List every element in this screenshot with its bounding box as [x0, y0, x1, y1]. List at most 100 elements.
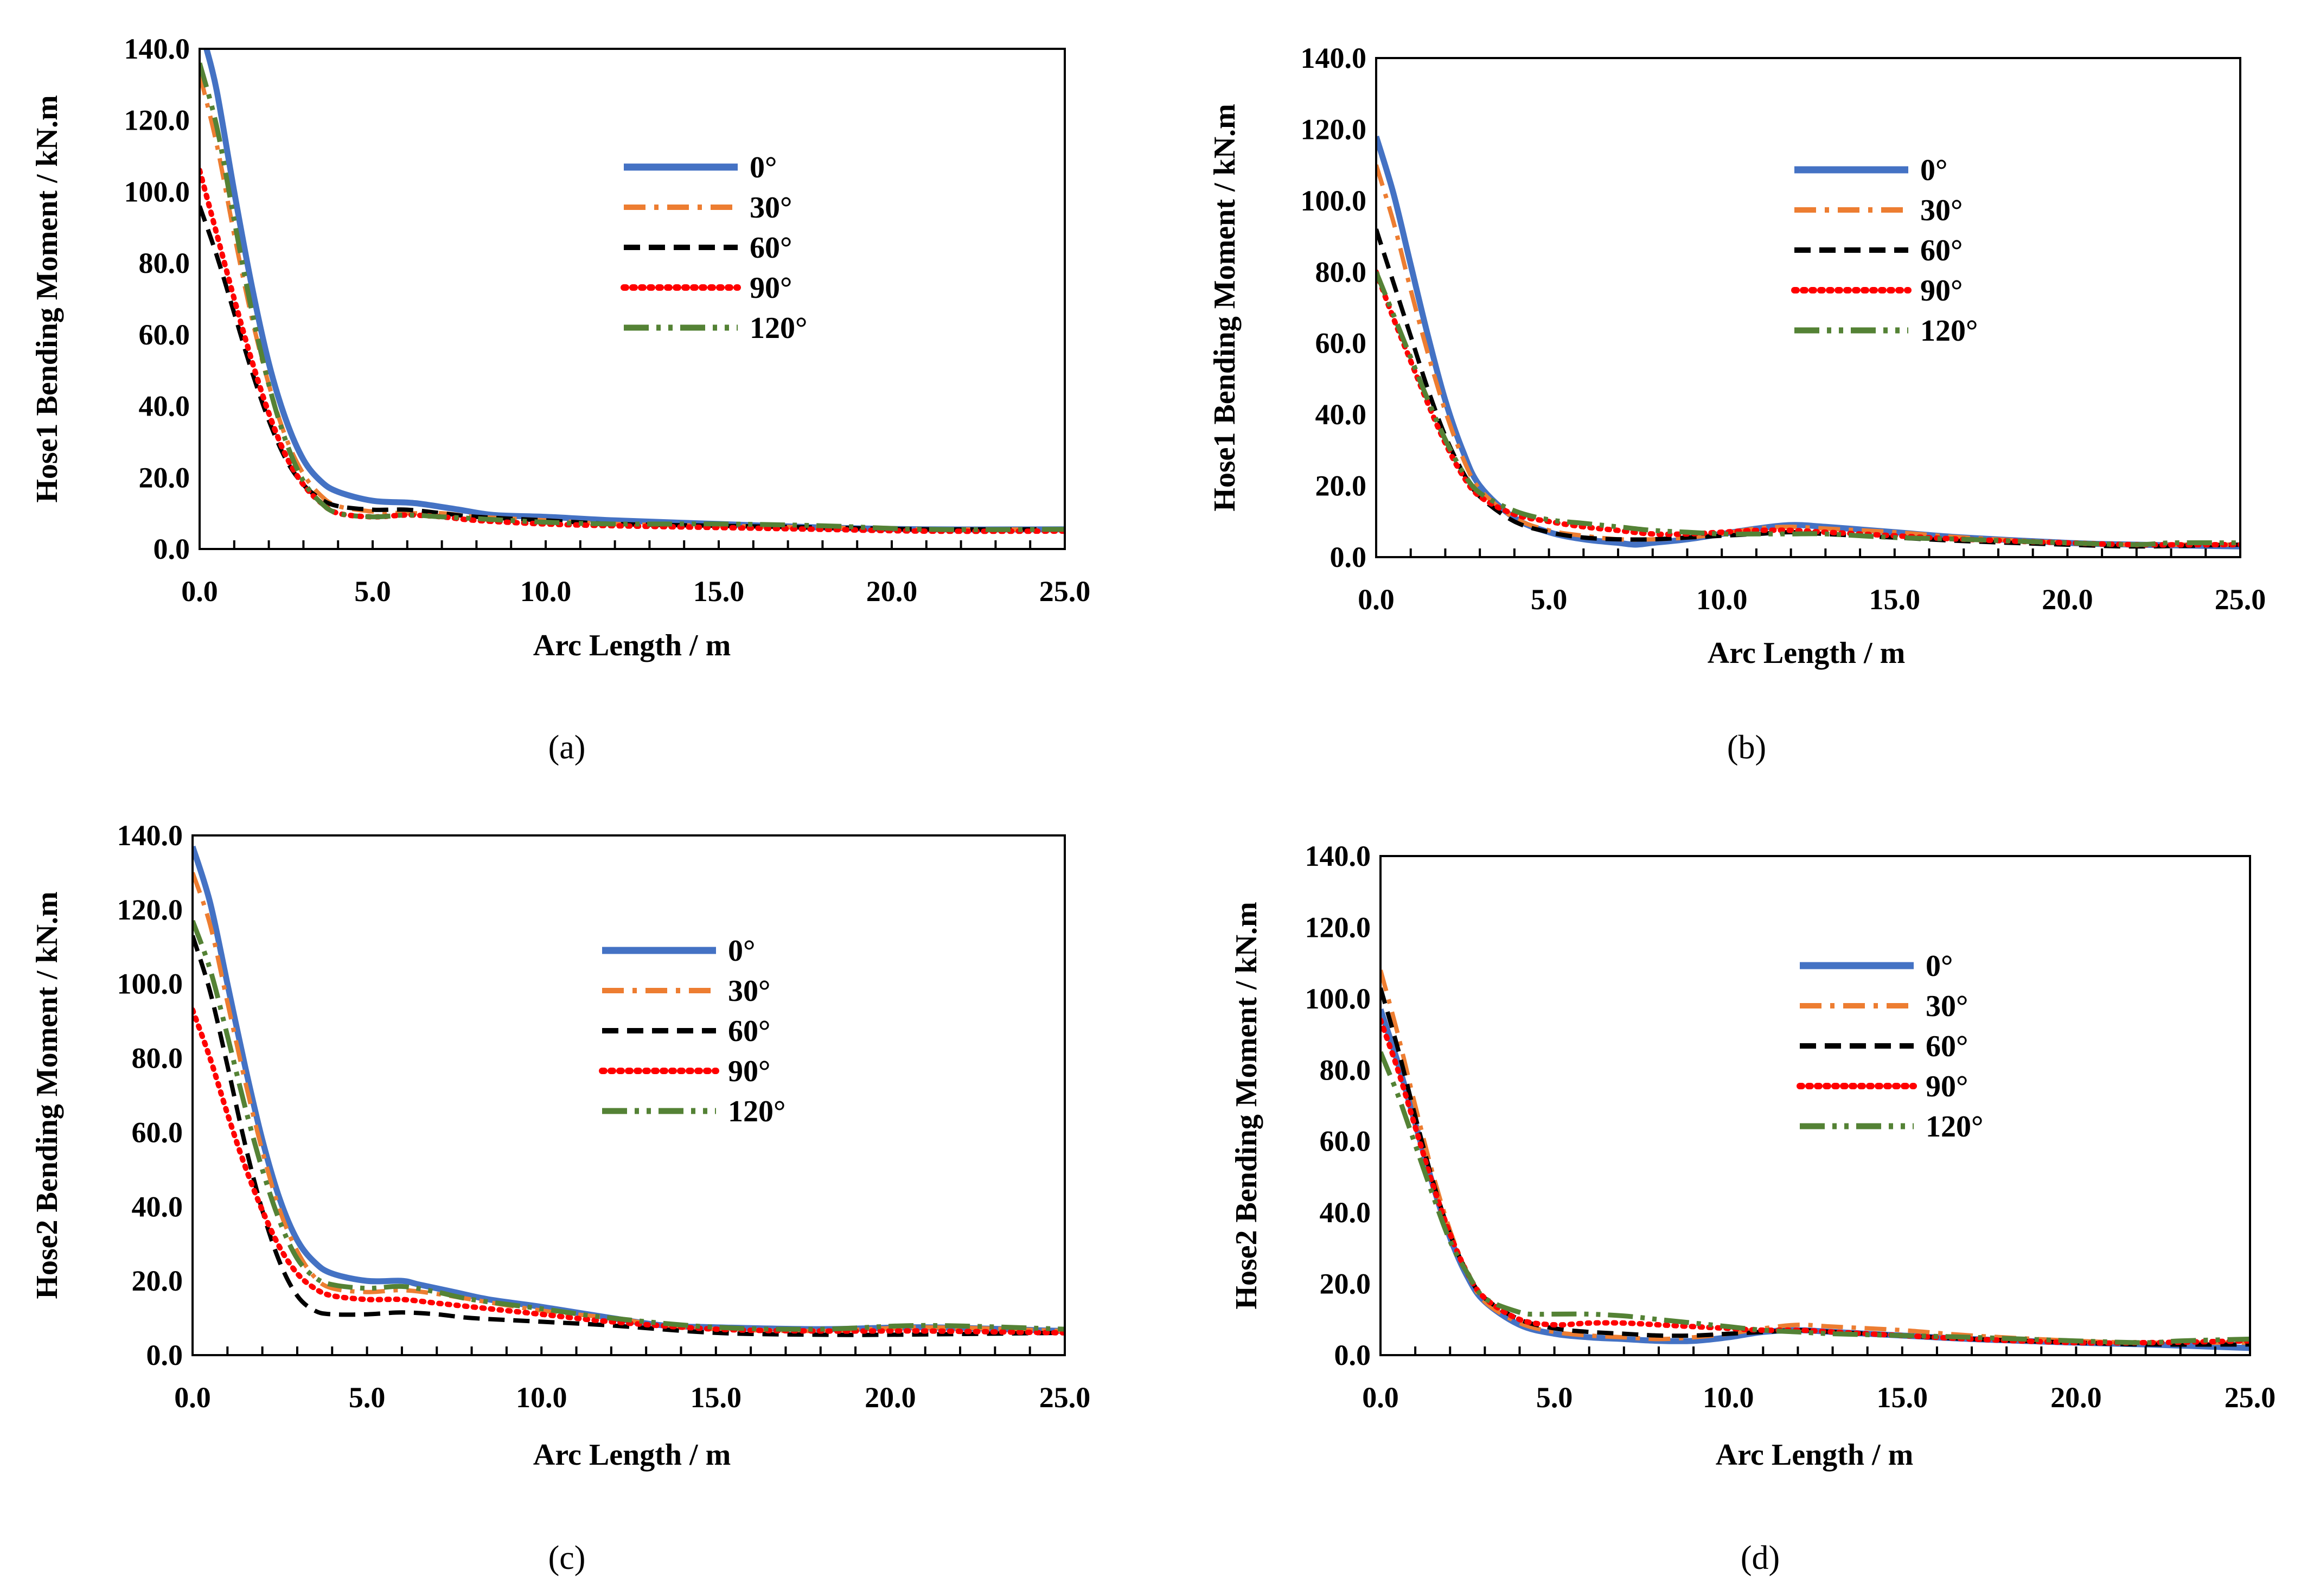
series-line: [193, 935, 1065, 1337]
y-tick-label: 20.0: [1315, 470, 1367, 502]
y-axis-title: Hose1 Bending Moment / kN.m: [30, 95, 64, 502]
x-axis-title: Arc Length / m: [533, 629, 731, 662]
x-tick-label: 15.0: [1869, 583, 1921, 616]
x-tick-label: 25.0: [1039, 575, 1091, 608]
plot-frame: [1375, 57, 2241, 558]
plot-frame: [191, 834, 1066, 1356]
x-tick-label: 5.0: [349, 1381, 386, 1414]
y-axis-title: Hose2 Bending Moment / kN.m: [30, 891, 64, 1299]
legend-label: 30°: [750, 191, 792, 225]
x-tick-label: 0.0: [1358, 583, 1395, 616]
panel-caption: (a): [548, 729, 586, 766]
y-tick-label: 0.0: [146, 1339, 183, 1371]
x-axis-title: Arc Length / m: [533, 1438, 731, 1472]
y-tick-label: 60.0: [132, 1116, 183, 1148]
y-tick-label: 40.0: [132, 1190, 183, 1223]
legend-label: 30°: [1920, 194, 1963, 227]
y-tick-label: 40.0: [1320, 1196, 1371, 1229]
legend-label: 60°: [750, 231, 792, 265]
legend-label: 30°: [728, 974, 770, 1008]
legend-label: 60°: [1920, 234, 1963, 267]
x-tick-label: 10.0: [520, 575, 572, 608]
y-tick-label: 100.0: [117, 968, 183, 1000]
x-axis-title: Arc Length / m: [1708, 636, 1906, 670]
legend-label: 0°: [1926, 949, 1953, 983]
y-tick-label: 120.0: [1301, 113, 1367, 145]
x-tick-label: 25.0: [1039, 1381, 1091, 1414]
legend-label: 120°: [750, 311, 807, 345]
legend-label: 90°: [728, 1055, 770, 1088]
y-tick-label: 100.0: [124, 175, 190, 208]
y-tick-label: 80.0: [1315, 256, 1367, 288]
y-tick-label: 140.0: [1305, 840, 1371, 872]
chart-panel: 0.0 5.0 10.0 15.0 20.0 25.0 0.0 20.0 40.0 60.0 80.…: [1208, 42, 2266, 766]
series-line: [1380, 1017, 2250, 1346]
legend-label: 0°: [1920, 154, 1947, 187]
chart-panel: 0.0 5.0 10.0 15.0 20.0 25.0 0.0 20.0 40.0 60.0 80.…: [1230, 840, 2276, 1576]
chart-panel: 0.0 5.0 10.0 15.0 20.0 25.0 0.0 20.0 40.0 60.0 80.…: [30, 33, 1090, 766]
x-tick-label: 15.0: [1877, 1381, 1928, 1414]
x-tick-label: 15.0: [691, 1381, 742, 1414]
y-axis-title: Hose2 Bending Moment / kN.m: [1230, 902, 1263, 1309]
y-tick-label: 60.0: [139, 318, 190, 351]
y-tick-label: 20.0: [139, 461, 190, 494]
y-tick-label: 0.0: [1330, 541, 1367, 573]
panel-caption: (b): [1727, 729, 1766, 766]
plot-frame: [1379, 855, 2251, 1356]
legend-label: 60°: [728, 1014, 770, 1048]
chart-panel: 0.0 5.0 10.0 15.0 20.0 25.0 0.0 20.0 40.0 60.0 80.…: [30, 819, 1090, 1576]
x-tick-label: 20.0: [2050, 1381, 2102, 1414]
y-tick-label: 0.0: [154, 533, 190, 565]
legend-label: 90°: [1926, 1070, 1968, 1103]
legend-label: 90°: [750, 271, 792, 305]
x-tick-label: 10.0: [1696, 583, 1748, 616]
plot-frame: [199, 48, 1066, 550]
legend: 0° 30° 60° 90° 120°: [1791, 154, 1978, 348]
legend: 0° 30° 60° 90° 120°: [599, 934, 785, 1128]
series-line: [193, 1007, 1065, 1336]
x-tick-label: 10.0: [516, 1381, 567, 1414]
series-line: [193, 920, 1065, 1332]
series-line: [1376, 271, 2240, 547]
x-tick-label: 20.0: [865, 1381, 916, 1414]
y-tick-label: 80.0: [132, 1042, 183, 1075]
series-line: [1380, 1051, 2250, 1345]
legend-label: 120°: [728, 1095, 785, 1128]
x-tick-label: 25.0: [2215, 583, 2266, 616]
y-tick-label: 40.0: [139, 390, 190, 423]
legend-label: 30°: [1926, 989, 1968, 1023]
y-tick-label: 60.0: [1320, 1125, 1371, 1158]
y-tick-label: 80.0: [1320, 1054, 1371, 1086]
y-tick-label: 100.0: [1305, 982, 1371, 1015]
series-line: [200, 167, 1065, 534]
legend-label: 60°: [1926, 1030, 1968, 1063]
series-line: [1376, 269, 2240, 548]
y-tick-label: 140.0: [124, 33, 190, 65]
x-tick-label: 0.0: [1362, 1381, 1399, 1414]
panel-caption: (c): [548, 1540, 586, 1576]
legend-label: 90°: [1920, 274, 1963, 308]
x-tick-label: 10.0: [1703, 1381, 1754, 1414]
x-tick-label: 20.0: [2042, 583, 2093, 616]
legend-label: 0°: [750, 151, 777, 184]
series-line: [200, 62, 1065, 532]
legend-label: 0°: [728, 934, 755, 968]
x-tick-label: 20.0: [866, 575, 918, 608]
y-tick-label: 20.0: [1320, 1268, 1371, 1300]
legend: 0° 30° 60° 90° 120°: [1797, 949, 1983, 1144]
y-tick-label: 120.0: [117, 893, 183, 926]
y-tick-label: 140.0: [117, 819, 183, 852]
x-tick-label: 5.0: [1536, 1381, 1573, 1414]
x-tick-label: 15.0: [693, 575, 745, 608]
x-tick-label: 5.0: [1531, 583, 1568, 616]
y-axis-title: Hose1 Bending Moment / kN.m: [1208, 104, 1242, 511]
x-axis-title: Arc Length / m: [1716, 1438, 1914, 1472]
y-tick-label: 40.0: [1315, 398, 1367, 431]
y-tick-label: 20.0: [132, 1265, 183, 1297]
y-tick-label: 60.0: [1315, 327, 1367, 360]
x-tick-label: 0.0: [174, 1381, 211, 1414]
legend-label: 120°: [1920, 314, 1978, 348]
panel-caption: (d): [1741, 1540, 1780, 1576]
legend: 0° 30° 60° 90° 120°: [621, 151, 807, 345]
